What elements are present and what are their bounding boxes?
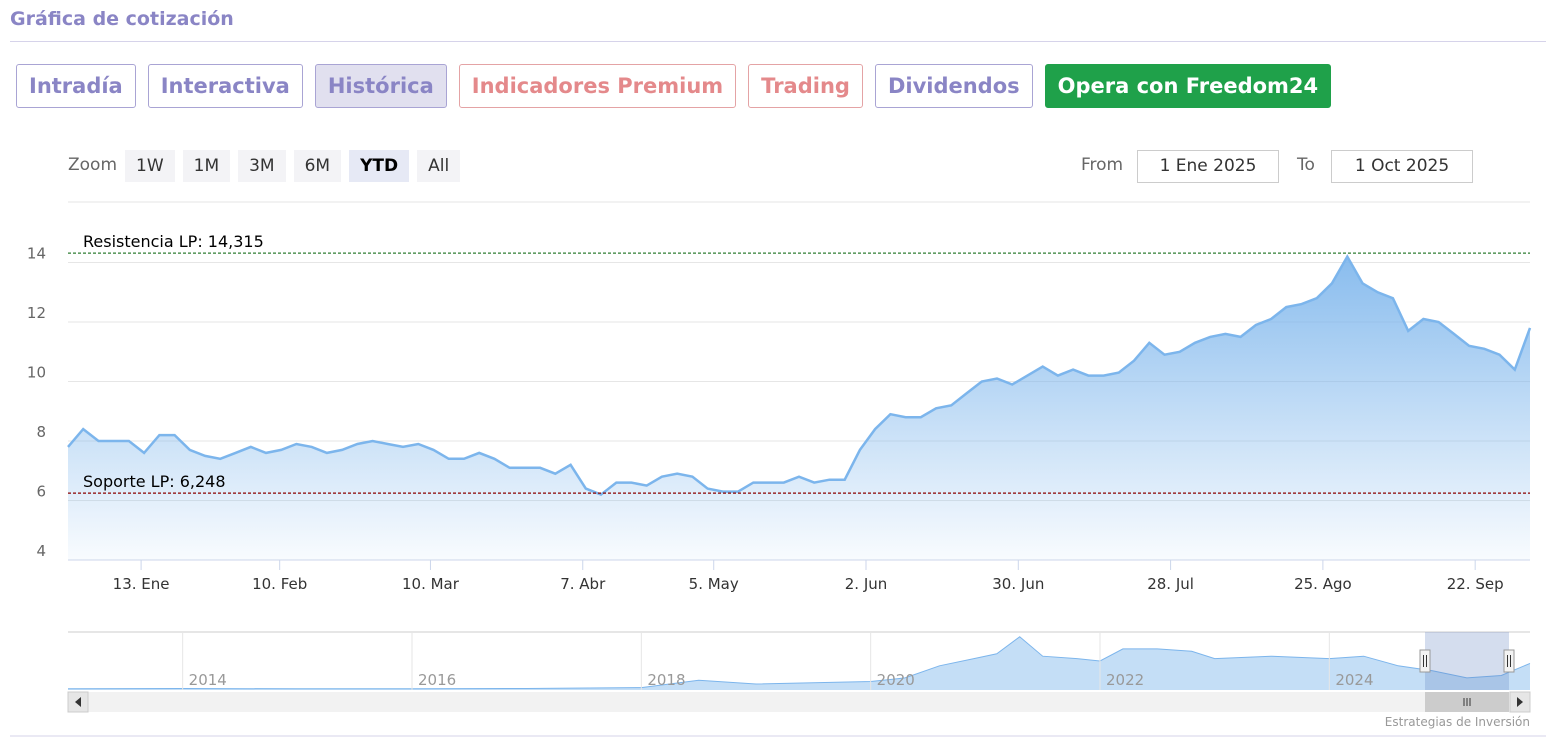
tab[interactable]: Intradía bbox=[16, 64, 136, 108]
to-label: To bbox=[1297, 155, 1315, 175]
tab[interactable]: Opera con Freedom24 bbox=[1044, 64, 1332, 108]
tab[interactable]: Indicadores Premium bbox=[458, 64, 737, 108]
zoom-buttons: 1W 1M 3M 6M YTD All bbox=[125, 150, 461, 182]
from-label: From bbox=[1081, 155, 1124, 175]
zoom-label: Zoom bbox=[68, 155, 118, 175]
y-tick-label: 4 bbox=[36, 542, 46, 560]
grip bbox=[1463, 698, 1471, 706]
y-tick-label: 6 bbox=[36, 483, 46, 501]
x-tick-label: 22. Sep bbox=[1447, 575, 1504, 593]
tab-bar: Intradía Interactiva Histórica Indicadores … bbox=[16, 64, 1332, 108]
zoom-button[interactable]: YTD bbox=[349, 150, 410, 182]
divider bbox=[10, 41, 1546, 42]
x-tick-label: 2024 bbox=[1335, 671, 1373, 689]
x-tick-label: 10. Feb bbox=[252, 575, 307, 593]
x-tick-label: 2014 bbox=[189, 671, 227, 689]
handle-grip bbox=[1423, 655, 1427, 667]
tab[interactable]: Interactiva bbox=[147, 64, 303, 108]
annotation-label: Resistencia LP: 14,315 bbox=[83, 232, 264, 251]
series-line bbox=[67, 254, 1532, 497]
arrow bbox=[75, 697, 81, 707]
handle-grip bbox=[1507, 655, 1511, 667]
x-tick-label: 2016 bbox=[418, 671, 456, 689]
zoom-button[interactable]: All bbox=[417, 150, 461, 182]
zoom-button[interactable]: 3M bbox=[238, 150, 286, 182]
x-tick-label: 13. Ene bbox=[113, 575, 170, 593]
zoom-button[interactable]: 1M bbox=[182, 150, 231, 182]
x-tick-label: 2020 bbox=[877, 671, 915, 689]
to-input[interactable]: 1 Oct 2025 bbox=[1331, 150, 1473, 183]
zoom-button[interactable]: 1W bbox=[125, 150, 175, 182]
scrollbar-track[interactable] bbox=[68, 692, 1530, 712]
x-tick-label: 10. Mar bbox=[402, 575, 460, 593]
section-title: Gráfica de cotización bbox=[10, 8, 234, 30]
x-tick-label: 2022 bbox=[1106, 671, 1144, 689]
area bbox=[68, 636, 1530, 690]
navigator-handle[interactable] bbox=[1419, 649, 1431, 673]
y-tick-label: 14 bbox=[27, 245, 46, 263]
zoom-button[interactable]: 6M bbox=[293, 150, 342, 182]
tab[interactable]: Histórica bbox=[314, 64, 447, 108]
from-input[interactable]: 1 Ene 2025 bbox=[1137, 150, 1279, 183]
navigator-handle[interactable] bbox=[1503, 649, 1515, 673]
annotation-label: Soporte LP: 6,248 bbox=[83, 472, 226, 491]
series-line bbox=[67, 636, 1531, 690]
y-tick-label: 8 bbox=[36, 423, 46, 441]
area bbox=[68, 256, 1530, 560]
y-tick-label: 12 bbox=[27, 304, 46, 322]
x-tick-label: 2. Jun bbox=[845, 575, 888, 593]
navigator-mask[interactable] bbox=[1425, 632, 1509, 690]
x-tick-label: 2018 bbox=[647, 671, 685, 689]
credit: Estrategias de Inversión bbox=[1384, 715, 1530, 729]
arrow bbox=[1517, 697, 1523, 707]
x-tick-label: 7. Abr bbox=[560, 575, 606, 593]
y-tick-label: 10 bbox=[27, 364, 46, 382]
x-tick-label: 25. Ago bbox=[1294, 575, 1352, 593]
tab[interactable]: Dividendos bbox=[874, 64, 1033, 108]
x-tick-label: 28. Jul bbox=[1147, 575, 1194, 593]
x-tick-label: 30. Jun bbox=[992, 575, 1044, 593]
x-tick-label: 5. May bbox=[689, 575, 739, 593]
tab[interactable]: Trading bbox=[748, 64, 863, 108]
